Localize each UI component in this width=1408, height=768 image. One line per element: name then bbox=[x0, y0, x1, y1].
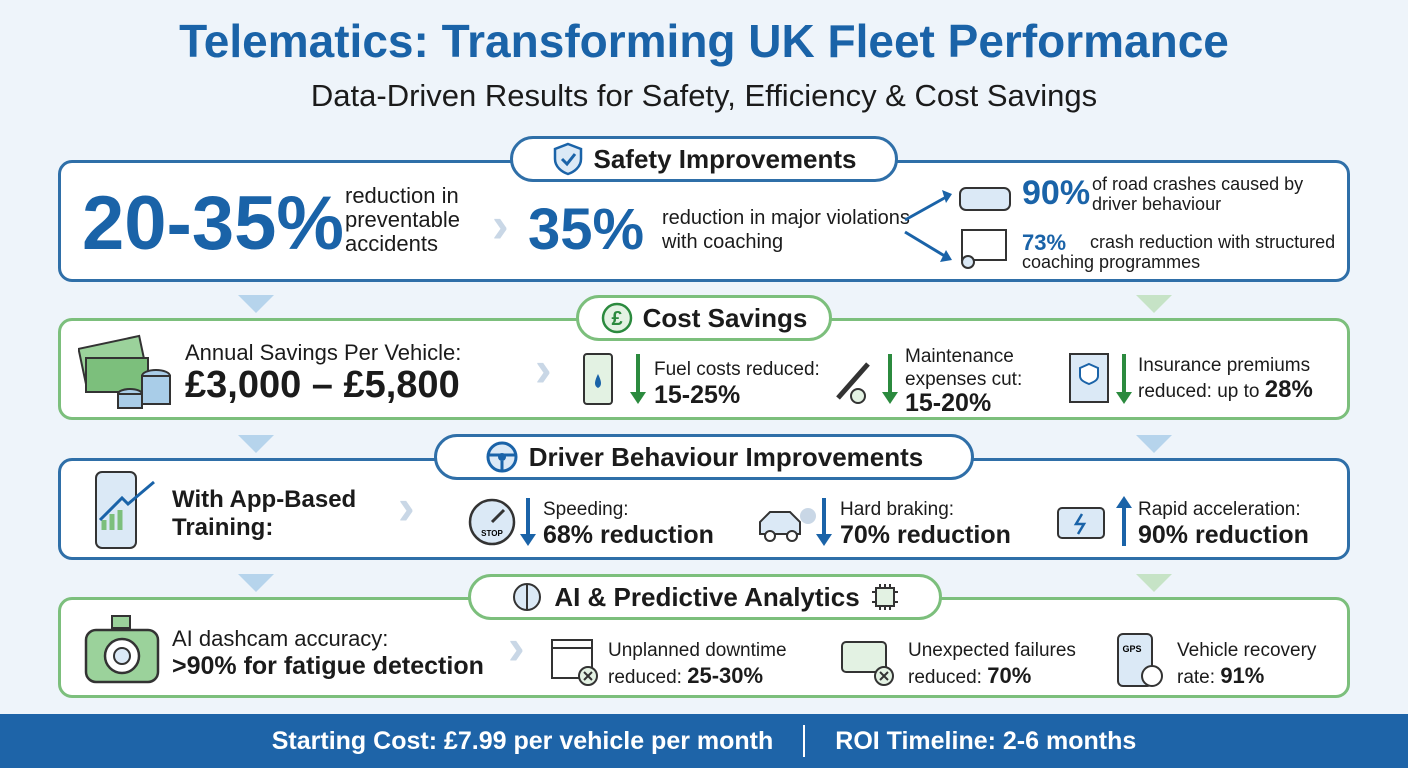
connector bbox=[1136, 574, 1172, 592]
section-header: Driver Behaviour Improvements bbox=[434, 434, 974, 480]
big-stat: 35% bbox=[528, 197, 645, 262]
section-title: AI & Predictive Analytics bbox=[554, 581, 860, 612]
shield-icon bbox=[553, 142, 582, 176]
stat-text: Hard braking: bbox=[840, 499, 955, 520]
stat-text: Insurance premiums reduced: up to 28% bbox=[1138, 354, 1338, 404]
svg-text:£: £ bbox=[611, 308, 622, 330]
stat-text: Maintenance expenses cut: bbox=[905, 346, 1023, 390]
brain-icon bbox=[513, 583, 542, 611]
braking-icon bbox=[759, 498, 832, 546]
footer: Starting Cost: £7.99 per vehicle per mon… bbox=[0, 714, 1408, 768]
icon-label: STOP bbox=[481, 529, 503, 538]
connector bbox=[238, 435, 274, 453]
money-icon bbox=[78, 334, 171, 409]
pound-icon: £ bbox=[601, 302, 632, 334]
footer-roi: ROI Timeline: 2-6 months bbox=[835, 726, 1137, 755]
stat-text: Rapid acceleration: bbox=[1138, 499, 1301, 520]
stat-text: Vehicle recovery rate: 91% bbox=[1177, 638, 1347, 690]
chevron: › bbox=[508, 619, 525, 675]
engine-icon bbox=[1057, 496, 1132, 546]
stat-label: Unplanned downtime reduced: bbox=[608, 640, 787, 688]
section-title: Safety Improvements bbox=[593, 143, 857, 174]
subtitle: Data-Driven Results for Safety, Efficien… bbox=[310, 78, 1098, 113]
stat: 68% reduction bbox=[543, 521, 714, 549]
calendar-icon bbox=[551, 639, 598, 686]
stat: 15-25% bbox=[654, 381, 741, 409]
fuel-icon bbox=[583, 353, 646, 405]
stat-text: crash reduction with structured coaching… bbox=[1022, 232, 1336, 272]
stat: >90% for fatigue detection bbox=[172, 652, 484, 680]
arrows-icons bbox=[904, 187, 1011, 269]
section-title: Driver Behaviour Improvements bbox=[528, 441, 924, 472]
speedometer-icon: STOP bbox=[468, 498, 536, 546]
phone-icon bbox=[95, 471, 155, 549]
stat-text: of road crashes caused by driver behavio… bbox=[1092, 174, 1304, 214]
chip-icon bbox=[871, 584, 898, 610]
stat-label: Unexpected failures reduced: bbox=[908, 640, 1076, 688]
stat-text: reduction in major violations with coach… bbox=[662, 207, 910, 253]
stat: 15-20% bbox=[905, 389, 992, 417]
stat-label: Vehicle recovery rate: bbox=[1177, 640, 1317, 688]
stat: 91% bbox=[1220, 663, 1265, 688]
connector bbox=[238, 574, 274, 592]
stat-text: Unplanned downtime reduced: 25-30% bbox=[608, 638, 808, 690]
dashcam-icon bbox=[84, 615, 160, 684]
stat: 28% bbox=[1264, 376, 1313, 403]
chevron: › bbox=[492, 197, 509, 253]
stat-text: With App-Based Training: bbox=[172, 486, 357, 541]
connector bbox=[1136, 295, 1172, 313]
stat-text: AI dashcam accuracy: bbox=[172, 626, 389, 651]
gps-icon: GPS bbox=[1117, 633, 1163, 687]
footer-cost: Starting Cost: £7.99 per vehicle per mon… bbox=[271, 726, 774, 755]
stat: 70% reduction bbox=[840, 521, 1011, 549]
stat: £3,000 – £5,800 bbox=[185, 364, 460, 406]
title: Telematics: Transforming UK Fleet Perfor… bbox=[179, 15, 1229, 67]
stat: 25-30% bbox=[687, 663, 764, 688]
stat: 70% bbox=[987, 663, 1032, 688]
wrench-icon bbox=[836, 354, 898, 404]
insurance-icon bbox=[1069, 353, 1132, 404]
engine-fault-icon bbox=[841, 641, 894, 686]
connector bbox=[1136, 435, 1172, 453]
stat-text: Unexpected failures reduced: 70% bbox=[908, 638, 1108, 690]
big-stat: 20-35% bbox=[82, 181, 344, 266]
stat-text: reduction in preventable accidents bbox=[345, 183, 460, 256]
icon-label: GPS bbox=[1122, 644, 1141, 654]
wheel-icon bbox=[486, 441, 518, 473]
chevron: › bbox=[535, 341, 552, 397]
stat-text: Speeding: bbox=[543, 499, 629, 520]
stat-text: Fuel costs reduced: bbox=[654, 359, 820, 380]
section-header: AI & Predictive Analytics bbox=[468, 574, 942, 620]
stat-label: Insurance premiums reduced: up to bbox=[1138, 355, 1311, 402]
section-title: Cost Savings bbox=[642, 302, 808, 333]
section-header: £ Cost Savings bbox=[576, 295, 832, 341]
section-header: Safety Improvements bbox=[510, 136, 898, 182]
chevron: › bbox=[398, 479, 415, 535]
stat: 73% bbox=[1022, 230, 1067, 255]
stat: 90% bbox=[1022, 174, 1091, 212]
stat: 90% reduction bbox=[1138, 521, 1309, 549]
connector bbox=[238, 295, 274, 313]
divider bbox=[803, 725, 806, 757]
stat-text: Annual Savings Per Vehicle: bbox=[185, 340, 462, 365]
